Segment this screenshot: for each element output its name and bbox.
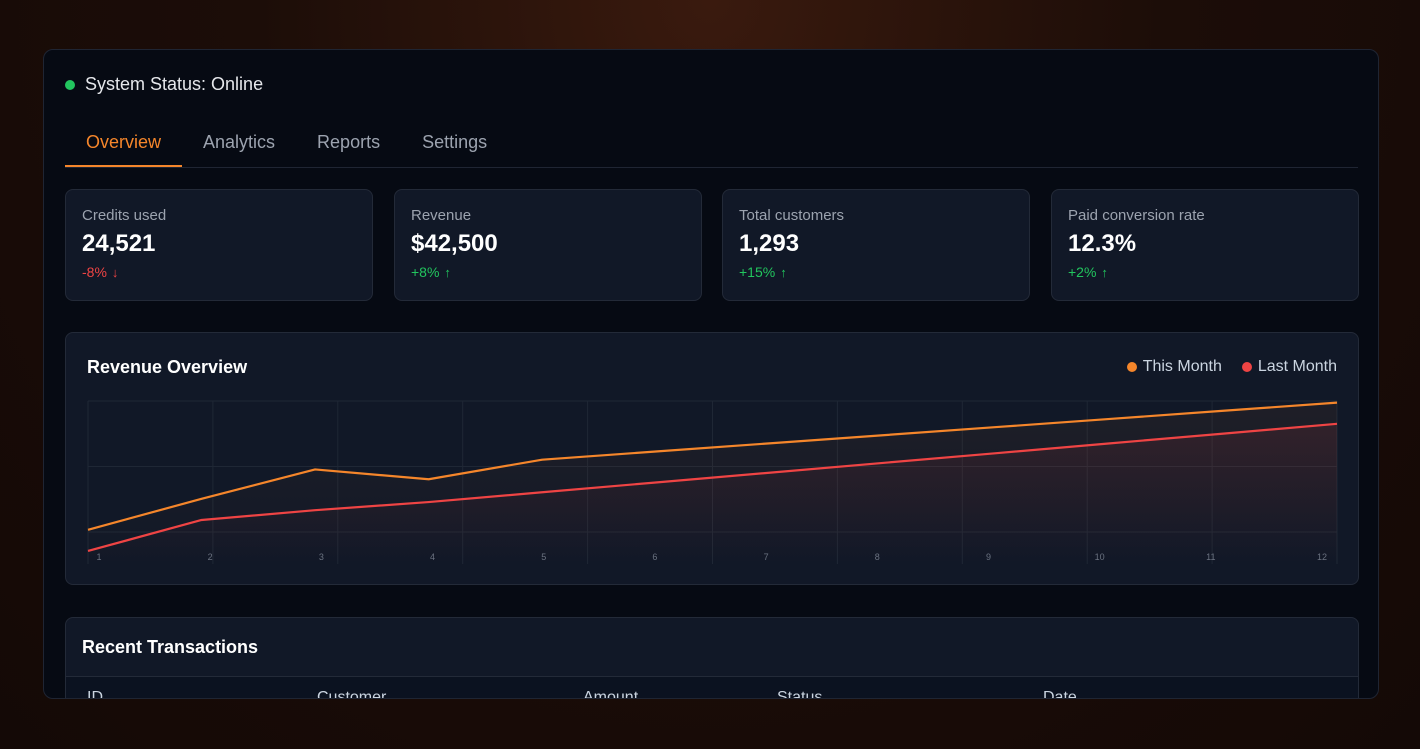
card-label: Paid conversion rate	[1068, 207, 1205, 224]
status-dot-icon	[65, 79, 75, 90]
arrow-up-icon: ↑	[444, 264, 451, 280]
x-tick-label: 1	[96, 552, 101, 562]
series-line-this-month	[87, 401, 1338, 531]
arrow-up-icon: ↑	[1101, 264, 1108, 280]
card-value: 24,521	[82, 230, 156, 257]
x-tick-label: 10	[1095, 552, 1105, 562]
chart-legend: This Month Last Month	[1126, 358, 1337, 376]
revenue-line-chart: 1 2 3 4 5 6 7 8 9 10 11 12	[87, 400, 1338, 564]
series-area-last-month	[88, 423, 1337, 564]
card-delta: +15% ↑	[739, 264, 1013, 280]
card-credits-used: Credits used 24,521 -8% ↓	[65, 189, 373, 301]
column-header-customer[interactable]: Customer	[317, 689, 387, 699]
card-value: $42,500	[411, 230, 498, 257]
card-delta: +8% ↑	[411, 264, 685, 280]
legend-last-month[interactable]: Last Month	[1241, 358, 1337, 376]
revenue-chart-panel: Revenue Overview This Month Last Month 1…	[65, 332, 1359, 585]
card-label: Revenue	[411, 207, 472, 224]
dashboard-window: System Status: Online Overview Analytics…	[43, 49, 1379, 699]
column-header-status[interactable]: Status	[777, 689, 823, 699]
card-value: 1,293	[739, 230, 800, 257]
transactions-table-header: ID Customer Amount Status Date	[66, 676, 1358, 699]
tab-overview[interactable]: Overview	[65, 126, 183, 167]
recent-transactions-panel: Recent Transactions ID Customer Amount S…	[65, 617, 1359, 699]
card-label: Credits used	[82, 207, 167, 224]
card-value: 12.3%	[1068, 230, 1137, 257]
card-revenue: Revenue $42,500 +8% ↑	[394, 189, 702, 301]
column-header-amount[interactable]: Amount	[583, 689, 639, 699]
tab-settings[interactable]: Settings	[422, 132, 488, 152]
status-text: System Status: Online	[85, 74, 264, 94]
delta-text: +8%	[411, 264, 440, 280]
series-line-last-month	[87, 422, 1338, 553]
tab-analytics[interactable]: Analytics	[203, 132, 276, 152]
x-tick-label: 9	[986, 552, 991, 562]
tab-reports[interactable]: Reports	[317, 132, 381, 152]
x-tick-label: 4	[430, 552, 435, 562]
card-delta: +2% ↑	[1068, 264, 1342, 280]
x-tick-label: 11	[1206, 552, 1215, 562]
system-status: System Status: Online	[65, 74, 263, 95]
card-label: Total customers	[739, 207, 845, 224]
card-paid-conversion-rate: Paid conversion rate 12.3% +2% ↑	[1051, 189, 1359, 301]
arrow-down-icon: ↓	[111, 264, 119, 280]
x-tick-label: 7	[764, 552, 769, 562]
legend-label: Last Month	[1257, 358, 1337, 375]
delta-text: -8%	[82, 264, 107, 280]
legend-label: This Month	[1142, 358, 1222, 375]
x-tick-label: 3	[319, 552, 324, 562]
x-tick-label: 6	[652, 552, 657, 562]
chart-title: Revenue Overview	[87, 357, 248, 377]
column-header-id[interactable]: ID	[87, 689, 103, 699]
x-tick-label: 5	[541, 552, 546, 562]
legend-dot-icon	[1241, 362, 1252, 372]
card-total-customers: Total customers 1,293 +15% ↑	[722, 189, 1030, 301]
card-delta: -8% ↓	[82, 264, 356, 280]
legend-this-month[interactable]: This Month	[1126, 358, 1222, 376]
delta-text: +2%	[1068, 264, 1097, 280]
tab-bar: Overview Analytics Reports Settings	[65, 126, 1358, 168]
column-header-date[interactable]: Date	[1043, 689, 1077, 699]
x-tick-label: 12	[1317, 552, 1327, 562]
x-tick-label: 2	[208, 552, 213, 562]
legend-dot-icon	[1126, 362, 1137, 372]
delta-text: +15%	[739, 264, 776, 280]
stat-cards: Credits used 24,521 -8% ↓ Revenue $42,50…	[65, 189, 1359, 301]
x-tick-label: 8	[875, 552, 880, 562]
transactions-title: Recent Transactions	[82, 637, 259, 657]
arrow-up-icon: ↑	[780, 264, 787, 280]
